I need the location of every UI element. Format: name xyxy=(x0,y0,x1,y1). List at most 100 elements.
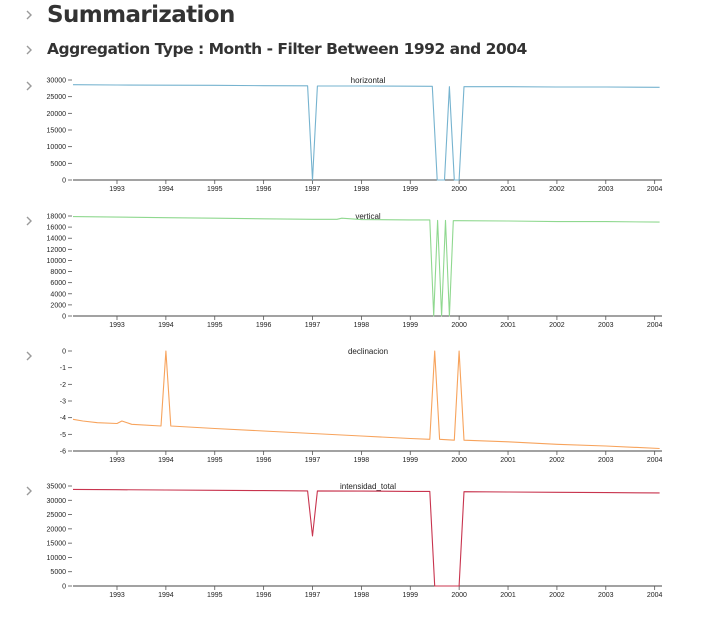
series-line xyxy=(72,216,660,317)
y-tick-label: 25000 xyxy=(47,94,67,101)
y-tick-label: 4000 xyxy=(50,291,66,298)
x-tick-label: 1994 xyxy=(158,322,174,329)
x-tick-label: 2004 xyxy=(647,322,663,329)
x-tick-label: 1995 xyxy=(207,592,223,599)
y-tick-label: 18000 xyxy=(47,214,67,221)
chart-intensidad-total-svg: intensidad_total 0 5000 10000 15000 20000 2500… xyxy=(47,482,663,599)
chart-declinacion: declinacion -6 -5 -4 -3 -2 -1 0 1993 1994 1995 1996… xyxy=(0,343,708,473)
y-tick-label: 20000 xyxy=(47,111,67,118)
y-tick-label: 10000 xyxy=(47,144,67,151)
y-tick-label: 30000 xyxy=(47,498,67,505)
x-tick-label: 1993 xyxy=(109,322,125,329)
chart-declinacion-svg: declinacion -6 -5 -4 -3 -2 -1 0 1993 1994 1995 1996… xyxy=(60,347,663,464)
x-tick-label: 1996 xyxy=(256,592,272,599)
x-tick-label: 2001 xyxy=(500,322,516,329)
x-tick-label: 2003 xyxy=(598,592,614,599)
x-tick-label: 1998 xyxy=(354,322,370,329)
x-tick-label: 1997 xyxy=(305,592,321,599)
y-tick-label: -2 xyxy=(60,382,66,389)
x-tick-label: 2003 xyxy=(598,186,614,193)
x-tick-label: 2001 xyxy=(500,592,516,599)
y-tick-label: 2000 xyxy=(50,302,66,309)
chevron-right-icon[interactable] xyxy=(24,9,34,21)
x-tick-label: 2002 xyxy=(549,592,565,599)
chevron-right-icon[interactable] xyxy=(24,485,34,497)
y-tick-label: 14000 xyxy=(47,236,67,243)
y-tick-label: 35000 xyxy=(47,484,67,491)
x-tick-label: 1996 xyxy=(256,322,272,329)
x-tick-label: 2001 xyxy=(500,186,516,193)
x-tick-label: 1999 xyxy=(402,592,418,599)
chart-title: horizontal xyxy=(351,76,386,85)
x-tick-label: 1995 xyxy=(207,186,223,193)
y-tick-label: 0 xyxy=(62,349,66,356)
x-tick-label: 2000 xyxy=(451,457,467,464)
chart-vertical-svg: vertical 0 2000 4000 6000 8000 10000 12000 14000… xyxy=(47,212,663,329)
y-tick-label: 6000 xyxy=(50,280,66,287)
y-tick-label: 0 xyxy=(62,584,66,591)
chevron-right-icon[interactable] xyxy=(24,215,34,227)
y-tick-label: 5000 xyxy=(50,569,66,576)
y-tick-label: 20000 xyxy=(47,526,67,533)
x-tick-label: 1996 xyxy=(256,457,272,464)
x-tick-label: 1994 xyxy=(158,186,174,193)
y-tick-label: 16000 xyxy=(47,225,67,232)
y-tick-label: 10000 xyxy=(47,258,67,265)
y-tick-label: 12000 xyxy=(47,247,67,254)
y-tick-label: 15000 xyxy=(47,541,67,548)
x-tick-label: 1998 xyxy=(354,457,370,464)
y-tick-label: 0 xyxy=(62,178,66,185)
series-line xyxy=(72,84,660,181)
chart-title: vertical xyxy=(355,212,381,221)
y-tick-label: 10000 xyxy=(47,555,67,562)
x-tick-label: 1993 xyxy=(109,186,125,193)
x-tick-label: 1994 xyxy=(158,457,174,464)
x-tick-label: 1996 xyxy=(256,186,272,193)
x-tick-label: 2002 xyxy=(549,322,565,329)
x-tick-label: 1997 xyxy=(305,186,321,193)
x-tick-label: 1997 xyxy=(305,322,321,329)
x-tick-label: 1999 xyxy=(402,186,418,193)
chart-vertical: vertical 0 2000 4000 6000 8000 10000 12000 14000… xyxy=(0,208,708,338)
x-tick-label: 2003 xyxy=(598,322,614,329)
x-tick-label: 1995 xyxy=(207,457,223,464)
x-tick-label: 2003 xyxy=(598,457,614,464)
chevron-right-icon[interactable] xyxy=(24,350,34,362)
x-tick-label: 2004 xyxy=(647,457,663,464)
chart-horizontal-svg: horizontal 0 5000 10000 15000 20000 25000 30000… xyxy=(47,76,663,193)
chart-title: intensidad_total xyxy=(340,482,396,491)
x-tick-label: 2002 xyxy=(549,457,565,464)
y-tick-label: -4 xyxy=(60,415,66,422)
x-tick-label: 1998 xyxy=(354,592,370,599)
y-tick-label: -3 xyxy=(60,399,66,406)
x-tick-label: 2000 xyxy=(451,186,467,193)
x-tick-label: 2001 xyxy=(500,457,516,464)
x-tick-label: 2002 xyxy=(549,186,565,193)
x-tick-label: 1998 xyxy=(354,186,370,193)
y-tick-label: 25000 xyxy=(47,512,67,519)
x-tick-label: 1993 xyxy=(109,457,125,464)
series-line xyxy=(72,350,660,450)
y-tick-label: 15000 xyxy=(47,128,67,135)
x-tick-label: 2000 xyxy=(451,592,467,599)
y-tick-label: 8000 xyxy=(50,269,66,276)
chart-horizontal: horizontal 0 5000 10000 15000 20000 25000 30000… xyxy=(0,72,708,202)
x-tick-label: 2004 xyxy=(647,592,663,599)
x-tick-label: 2000 xyxy=(451,322,467,329)
x-tick-label: 1997 xyxy=(305,457,321,464)
y-tick-label: -6 xyxy=(60,449,66,456)
page-subtitle: Aggregation Type : Month - Filter Betwee… xyxy=(47,40,527,58)
chevron-right-icon[interactable] xyxy=(24,80,34,92)
x-tick-label: 1999 xyxy=(402,457,418,464)
page-title: Summarization xyxy=(47,2,235,28)
x-tick-label: 1999 xyxy=(402,322,418,329)
y-tick-label: -5 xyxy=(60,432,66,439)
x-tick-label: 2004 xyxy=(647,186,663,193)
y-tick-label: -1 xyxy=(60,365,66,372)
chart-title: declinacion xyxy=(348,347,388,356)
x-tick-label: 1995 xyxy=(207,322,223,329)
chevron-right-icon[interactable] xyxy=(24,44,34,56)
y-tick-label: 0 xyxy=(62,314,66,321)
x-tick-label: 1993 xyxy=(109,592,125,599)
y-tick-label: 5000 xyxy=(50,161,66,168)
